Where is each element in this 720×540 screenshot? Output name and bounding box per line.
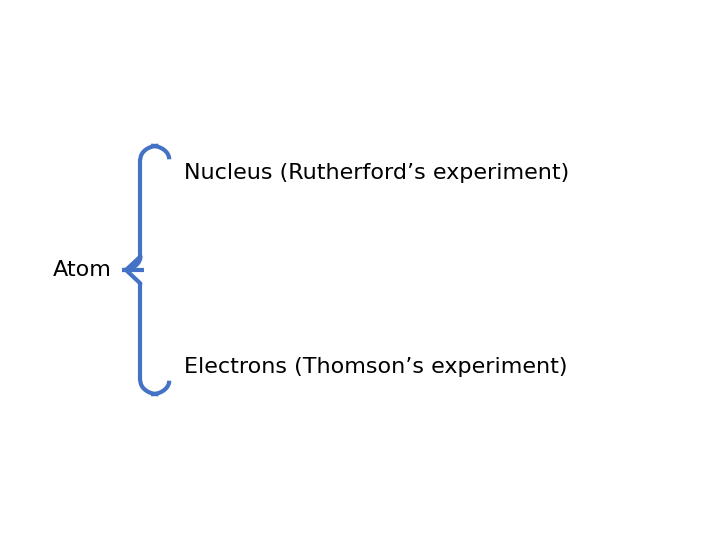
Text: Nucleus (Rutherford’s experiment): Nucleus (Rutherford’s experiment) [184,163,569,183]
Text: Atom: Atom [53,260,112,280]
Text: Electrons (Thomson’s experiment): Electrons (Thomson’s experiment) [184,357,567,377]
